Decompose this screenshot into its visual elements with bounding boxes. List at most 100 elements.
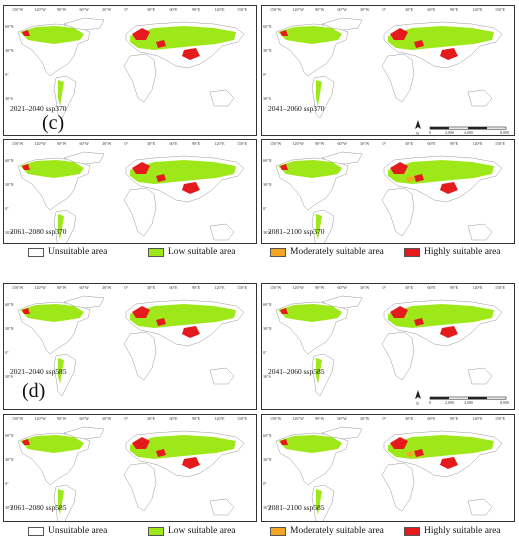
longitude-tick-label: 120°E [215, 285, 226, 290]
group-letter-d: (d) [22, 380, 46, 402]
latitude-tick-label: 30°N [5, 182, 14, 187]
legend-label: Highly suitable area [424, 526, 501, 536]
longitude-tick-label: 60°E [428, 416, 437, 421]
longitude-tick-label: 30°E [147, 7, 156, 12]
map-region [414, 174, 424, 182]
legend-label: Low suitable area [168, 526, 236, 536]
map-region [132, 162, 150, 174]
legend-swatch [148, 526, 164, 536]
legend-swatch [28, 247, 44, 257]
map-region [20, 304, 84, 322]
map-region [440, 182, 458, 194]
longitude-tick-label: 90°W [315, 285, 325, 290]
longitude-tick-label: 60°W [338, 141, 348, 146]
longitude-tick-label: 150°E [237, 141, 248, 146]
map-region [381, 187, 415, 237]
map-region [123, 53, 157, 103]
map-region [390, 28, 408, 40]
longitude-tick-label: 90°W [57, 141, 67, 146]
map-region [123, 187, 157, 237]
longitude-tick-label: 30°E [147, 285, 156, 290]
longitude-tick-label: 120°E [473, 416, 484, 421]
longitude-tick-label: 30°E [147, 141, 156, 146]
map-region [58, 214, 64, 240]
map-region [390, 437, 408, 449]
map-region [132, 28, 150, 40]
map-panel-d2: 150°W 120°W 90°W 60°W 30°W 0° 30°E 60°E 90°E 120°… [261, 283, 515, 410]
latitude-tick-label: 0° [263, 72, 267, 77]
group-letter-c: (c) [42, 112, 65, 134]
map-region [316, 214, 322, 240]
longitude-tick-label: 90°E [450, 285, 459, 290]
map-region [406, 176, 414, 182]
longitude-tick-label: 30°E [405, 285, 414, 290]
legend-item-moderate: Moderately suitable area [270, 526, 384, 536]
latitude-tick-label: 30°N [5, 326, 14, 331]
longitude-tick-label: 120°E [473, 7, 484, 12]
longitude-tick-label: 90°E [192, 416, 201, 421]
legend-item-moderate: Moderately suitable area [270, 247, 384, 257]
map-region [58, 80, 64, 106]
longitude-tick-label: 0° [383, 141, 387, 146]
longitude-tick-label: 30°W [360, 285, 370, 290]
map-region [440, 48, 458, 60]
map-region [280, 439, 288, 445]
latitude-tick-label: 30°S [5, 230, 13, 235]
longitude-tick-label: 30°E [147, 416, 156, 421]
longitude-tick-label: 120°E [473, 141, 484, 146]
map-region [22, 439, 30, 445]
period-label: 2061–2080 ssp585 [10, 503, 67, 512]
map-region [58, 489, 64, 515]
north-arrow-and-scale-bar: N 0 2,000 4,000 8,000 [415, 390, 509, 406]
map-region [22, 164, 30, 170]
map-region [130, 304, 236, 328]
longitude-tick-label: 60°E [170, 141, 179, 146]
latitude-tick-label: 30°N [263, 457, 272, 462]
longitude-tick-label: 90°W [57, 7, 67, 12]
longitude-tick-label: 30°E [405, 416, 414, 421]
latitude-tick-label: 30°N [5, 457, 14, 462]
map-region [388, 26, 494, 50]
map-region [209, 367, 235, 385]
legend-label: Low suitable area [168, 247, 236, 257]
latitude-tick-label: 30°S [263, 505, 271, 510]
longitude-tick-label: 60°E [428, 285, 437, 290]
latitude-tick-label: 60°N [5, 433, 14, 438]
longitude-tick-label: 120°W [293, 141, 305, 146]
latitude-tick-label: 0° [263, 481, 267, 486]
map-region [381, 331, 415, 381]
period-label: 2021–2040 ssp370 [10, 104, 67, 113]
map-region [390, 306, 408, 318]
latitude-tick-label: 0° [5, 72, 9, 77]
map-region [182, 48, 200, 60]
map-region [132, 306, 150, 318]
longitude-tick-label: 120°E [473, 285, 484, 290]
svg-text:8,000: 8,000 [500, 130, 509, 136]
map-region [278, 304, 342, 322]
longitude-tick-label: 150°W [12, 416, 24, 421]
longitude-tick-label: 120°W [35, 7, 47, 12]
latitude-tick-label: 30°N [263, 182, 272, 187]
longitude-tick-label: 60°W [80, 141, 90, 146]
legend-item-high: Highly suitable area [404, 526, 501, 536]
map-region [381, 53, 415, 103]
map-region [381, 462, 415, 512]
latitude-tick-label: 30°S [5, 374, 13, 379]
map-region [182, 326, 200, 338]
map-region [156, 174, 166, 182]
longitude-tick-label: 150°E [495, 416, 506, 421]
legend-swatch [270, 247, 286, 257]
longitude-tick-label: 150°W [270, 7, 282, 12]
map-region [182, 457, 200, 469]
map-panel-c2: 150°W 120°W 90°W 60°W 30°W 0° 30°E 60°E 90°E 120°… [261, 5, 515, 136]
svg-text:0: 0 [429, 400, 431, 405]
longitude-tick-label: 60°W [338, 416, 348, 421]
legend-label: Unsuitable area [48, 526, 108, 536]
legend-item-unsuitable: Unsuitable area [28, 247, 107, 257]
map-region [280, 30, 288, 36]
period-label: 2081–2100 ssp585 [268, 503, 325, 512]
longitude-tick-label: 150°E [237, 416, 248, 421]
map-panel-d1: 150°W 120°W 90°W 60°W 30°W 0° 30°E 60°E 90°E 120°… [3, 283, 257, 410]
longitude-tick-label: 30°W [102, 285, 112, 290]
period-label: 2081–2100 ssp370 [268, 227, 325, 236]
